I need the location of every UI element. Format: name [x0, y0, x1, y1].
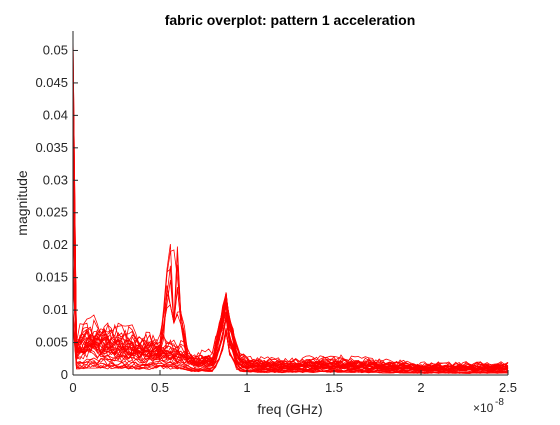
y-tick-label: 0.03 — [43, 172, 68, 187]
y-tick-label: 0.02 — [43, 237, 68, 252]
y-tick-label: 0.035 — [35, 140, 68, 155]
series-line — [72, 114, 509, 369]
series-line — [72, 311, 509, 374]
x-tick-label: 1.5 — [325, 380, 343, 395]
y-tick-label: 0.01 — [43, 302, 68, 317]
series-lines — [72, 33, 509, 374]
x-tick-label: 2.5 — [499, 380, 517, 395]
y-tick-label: 0.045 — [35, 75, 68, 90]
y-tick-label: 0.05 — [43, 42, 68, 57]
x-exponent-power: -8 — [495, 397, 504, 408]
x-tick-label: 0 — [69, 380, 76, 395]
x-axis-ticks: 0 0.5 1 1.5 2 2.5 — [69, 370, 517, 395]
x-tick-label: 0.5 — [151, 380, 169, 395]
y-tick-label: 0.005 — [35, 335, 68, 350]
y-axis-ticks: 0 0.005 0.01 0.015 0.02 0.025 0.03 0.035 0.04 0.0… — [35, 42, 78, 382]
y-tick-label: 0 — [61, 367, 68, 382]
y-axis-label: magnitude — [14, 170, 30, 236]
x-exponent-base: ×10 — [473, 401, 494, 415]
x-tick-label: 2 — [417, 380, 424, 395]
x-axis-exponent: ×10 -8 — [473, 397, 504, 415]
x-axis-label: freq (GHz) — [257, 401, 322, 417]
axes — [72, 31, 508, 376]
y-tick-label: 0.015 — [35, 270, 68, 285]
series-line — [72, 37, 509, 368]
chart-title: fabric overplot: pattern 1 acceleration — [165, 12, 416, 28]
series-line — [72, 223, 509, 370]
x-tick-label: 1 — [243, 380, 250, 395]
y-tick-label: 0.025 — [35, 205, 68, 220]
plot-area — [73, 31, 508, 375]
y-tick-label: 0.04 — [43, 107, 68, 122]
series-line — [72, 272, 509, 373]
series-line — [72, 272, 509, 371]
